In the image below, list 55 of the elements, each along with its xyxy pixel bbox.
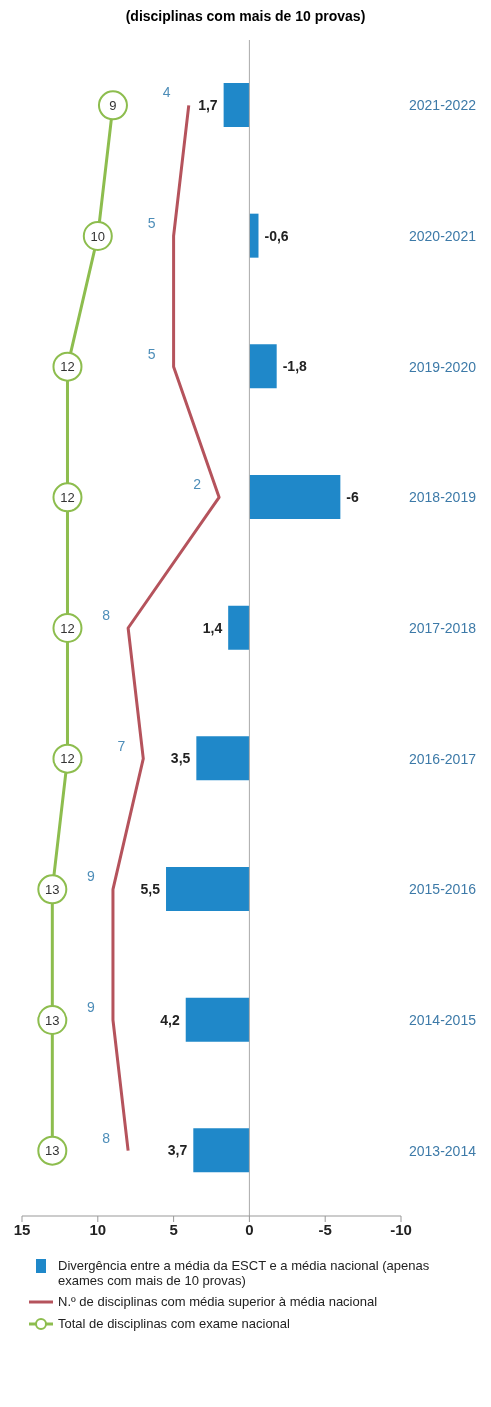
data-label: 8 — [102, 607, 111, 623]
y-tick-label: 2021-2022 — [409, 97, 477, 114]
chart-title: (disciplinas com mais de 10 provas) — [124, 8, 367, 24]
data-label: 9 — [87, 999, 96, 1015]
bar — [228, 605, 250, 650]
x-tick-label: 15 — [13, 1220, 31, 1238]
legend-label: N.º de disciplinas com média superior à média nacional — [58, 1294, 378, 1309]
data-label: 9 — [109, 97, 117, 113]
bar — [249, 475, 341, 519]
y-tick-label: 2014-2015 — [409, 1011, 477, 1028]
data-label: 8 — [102, 1129, 111, 1146]
bar — [249, 344, 277, 389]
x-tick-label: 5 — [169, 1220, 178, 1238]
data-label: 5,5 — [140, 881, 161, 897]
data-label: 10 — [90, 228, 106, 244]
x-tick-label: 0 — [245, 1220, 254, 1238]
data-label: 5 — [147, 345, 156, 362]
data-label: -0,6 — [264, 227, 289, 244]
data-label: 4 — [162, 84, 171, 101]
data-label: -6 — [346, 489, 360, 505]
bar — [166, 867, 250, 911]
data-label: 3,7 — [167, 1142, 188, 1159]
data-label: 5 — [147, 215, 156, 231]
x-tick-label: -10 — [390, 1220, 412, 1238]
data-label: 13 — [45, 1012, 60, 1028]
data-label: 12 — [60, 489, 75, 505]
data-label: 4,2 — [160, 1011, 180, 1028]
data-label: -1,8 — [282, 358, 308, 375]
bar — [193, 1128, 250, 1173]
data-label: 13 — [45, 881, 60, 897]
data-label: 1,4 — [202, 619, 223, 636]
y-tick-label: 2016-2017 — [409, 750, 477, 767]
y-tick-label: 2015-2016 — [409, 881, 477, 898]
bar — [185, 997, 250, 1042]
data-label: 12 — [60, 359, 75, 375]
x-tick-label: 10 — [89, 1220, 107, 1238]
legend-label: Total de disciplinas com exame nacional — [58, 1316, 290, 1331]
data-label: 1,7 — [198, 97, 218, 113]
y-tick-label: 2020-2021 — [409, 227, 477, 244]
point — [97, 90, 128, 121]
data-label: 7 — [117, 737, 126, 754]
bar — [196, 736, 250, 781]
data-label: 12 — [60, 620, 75, 636]
y-tick-label: 2018-2019 — [409, 489, 477, 506]
data-label: 13 — [45, 1143, 60, 1159]
y-tick-label: 2017-2018 — [409, 619, 477, 636]
y-tick-label: 2013-2014 — [409, 1142, 477, 1159]
data-label: 9 — [87, 868, 96, 885]
data-label: 2 — [193, 476, 202, 493]
bar — [223, 83, 250, 127]
legend-label: Divergência entre a média da ESCT e a média nacional (apenas exames com mais de 10 provas) — [58, 1258, 431, 1288]
data-label: 12 — [60, 751, 75, 767]
x-tick-label: -5 — [318, 1220, 332, 1238]
y-tick-label: 2019-2020 — [409, 358, 477, 375]
data-label: 3,5 — [170, 750, 191, 767]
